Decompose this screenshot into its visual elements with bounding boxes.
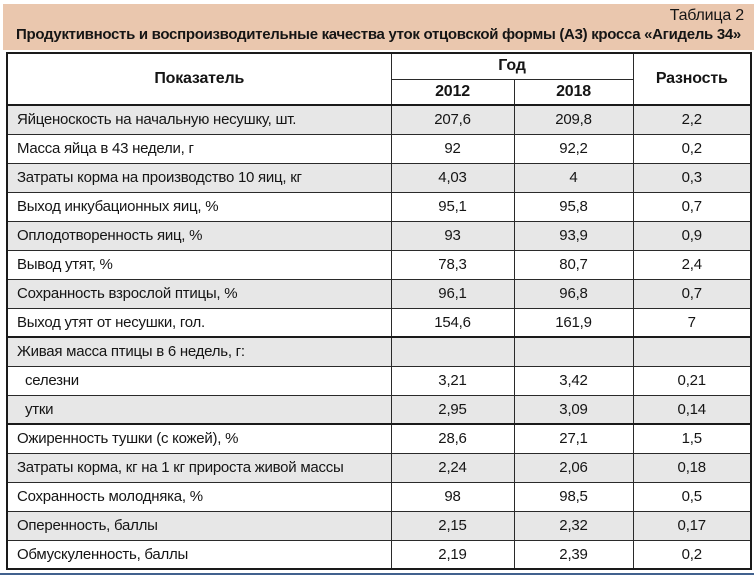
table-row: Ожиренность тушки (с кожей), % 28,6 27,1 1,…: [6, 423, 752, 454]
cell-year-2018: 98,5: [513, 481, 634, 512]
table-row: Сохранность молодняка, % 98 98,5 0,5: [6, 481, 752, 512]
cell-year-2018: 3,09: [513, 394, 634, 425]
cell-year-2018: 27,1: [513, 423, 634, 454]
table-row: Оплодотворенность яиц, % 93 93,9 0,9: [6, 220, 752, 251]
cell-year-2012: 2,24: [390, 452, 515, 483]
row-label: утки: [6, 394, 392, 425]
cell-year-2012: 92: [390, 133, 515, 164]
cell-year-2018: 161,9: [513, 307, 634, 338]
cell-difference: 2,4: [632, 249, 752, 280]
cell-difference: 0,5: [632, 481, 752, 512]
row-label: Затраты корма, кг на 1 кг прироста живой…: [6, 452, 392, 483]
row-label: Затраты корма на производство 10 яиц, кг: [6, 162, 392, 193]
table-caption-band: Таблица 2 Продуктивность и воспроизводит…: [3, 4, 754, 50]
cell-year-2012: 2,19: [390, 539, 515, 570]
row-label: селезни: [6, 365, 392, 396]
cell-year-2012: 2,95: [390, 394, 515, 425]
table-row: Вывод утят, % 78,3 80,7 2,4: [6, 249, 752, 280]
cell-difference: 0,9: [632, 220, 752, 251]
cell-year-2012: 96,1: [390, 278, 515, 309]
table-header: Показатель Год Разность 2012 2018: [6, 52, 752, 106]
header-year-2012: 2012: [390, 78, 515, 106]
cell-year-2018: 2,32: [513, 510, 634, 541]
cell-year-2018: 4: [513, 162, 634, 193]
cell-year-2012: 4,03: [390, 162, 515, 193]
table-row: Затраты корма на производство 10 яиц, кг…: [6, 162, 752, 193]
cell-year-2018: 80,7: [513, 249, 634, 280]
cell-year-2012: 28,6: [390, 423, 515, 454]
bottom-divider-line: [0, 573, 754, 575]
row-label: Выход утят от несушки, гол.: [6, 307, 392, 338]
row-label: Ожиренность тушки (с кожей), %: [6, 423, 392, 454]
row-label: Яйценоскость на начальную несушку, шт.: [6, 104, 392, 135]
cell-difference: 0,17: [632, 510, 752, 541]
cell-year-2018: 2,39: [513, 539, 634, 570]
cell-year-2012: 78,3: [390, 249, 515, 280]
cell-year-2018: 92,2: [513, 133, 634, 164]
cell-year-2018: 3,42: [513, 365, 634, 396]
table-number: Таблица 2: [669, 7, 744, 24]
row-label: Обмускуленность, баллы: [6, 539, 392, 570]
cell-difference: 0,3: [632, 162, 752, 193]
table-title: Продуктивность и воспроизводительные кач…: [16, 26, 741, 43]
cell-difference: 0,2: [632, 539, 752, 570]
row-label: Масса яйца в 43 недели, г: [6, 133, 392, 164]
cell-year-2012: [390, 336, 515, 367]
header-indicator: Показатель: [6, 52, 392, 106]
cell-year-2012: 95,1: [390, 191, 515, 222]
cell-year-2012: 98: [390, 481, 515, 512]
cell-difference: 0,2: [632, 133, 752, 164]
row-label: Живая масса птицы в 6 недель, г:: [6, 336, 392, 367]
cell-year-2018: 96,8: [513, 278, 634, 309]
cell-year-2018: 2,06: [513, 452, 634, 483]
cell-year-2018: [513, 336, 634, 367]
header-difference: Разность: [632, 52, 752, 106]
cell-year-2012: 207,6: [390, 104, 515, 135]
table-row: Затраты корма, кг на 1 кг прироста живой…: [6, 452, 752, 483]
row-label: Выход инкубационных яиц, %: [6, 191, 392, 222]
cell-year-2012: 93: [390, 220, 515, 251]
table-row: Живая масса птицы в 6 недель, г:: [6, 336, 752, 367]
table-row: Оперенность, баллы 2,15 2,32 0,17: [6, 510, 752, 541]
cell-difference: [632, 336, 752, 367]
table-row: Выход утят от несушки, гол. 154,6 161,9 7: [6, 307, 752, 338]
cell-difference: 0,14: [632, 394, 752, 425]
table-row: Выход инкубационных яиц, % 95,1 95,8 0,7: [6, 191, 752, 222]
cell-year-2012: 3,21: [390, 365, 515, 396]
productivity-table: Показатель Год Разность 2012 2018 Яйцено…: [6, 52, 752, 570]
cell-difference: 1,5: [632, 423, 752, 454]
cell-year-2018: 95,8: [513, 191, 634, 222]
cell-year-2018: 93,9: [513, 220, 634, 251]
table-row: Обмускуленность, баллы 2,19 2,39 0,2: [6, 539, 752, 570]
cell-year-2012: 2,15: [390, 510, 515, 541]
header-year-group: Год: [390, 52, 634, 80]
table-row: утки 2,95 3,09 0,14: [6, 394, 752, 425]
cell-difference: 2,2: [632, 104, 752, 135]
table-body: Яйценоскость на начальную несушку, шт. 20…: [6, 104, 752, 570]
cell-difference: 0,21: [632, 365, 752, 396]
header-row-1: Показатель Год Разность: [6, 52, 752, 106]
row-label: Сохранность взрослой птицы, %: [6, 278, 392, 309]
cell-difference: 7: [632, 307, 752, 338]
row-label: Вывод утят, %: [6, 249, 392, 280]
table-row: Масса яйца в 43 недели, г 92 92,2 0,2: [6, 133, 752, 164]
row-label: Оперенность, баллы: [6, 510, 392, 541]
cell-difference: 0,18: [632, 452, 752, 483]
header-row-2: 2012 2018: [7, 78, 751, 106]
table-row: селезни 3,21 3,42 0,21: [6, 365, 752, 396]
row-label: Сохранность молодняка, %: [6, 481, 392, 512]
cell-difference: 0,7: [632, 191, 752, 222]
cell-year-2018: 209,8: [513, 104, 634, 135]
table-row: Сохранность взрослой птицы, % 96,1 96,8 0,7: [6, 278, 752, 309]
cell-year-2012: 154,6: [390, 307, 515, 338]
cell-difference: 0,7: [632, 278, 752, 309]
table-row: Яйценоскость на начальную несушку, шт. 20…: [6, 104, 752, 135]
row-label: Оплодотворенность яиц, %: [6, 220, 392, 251]
header-year-2018: 2018: [513, 78, 634, 106]
